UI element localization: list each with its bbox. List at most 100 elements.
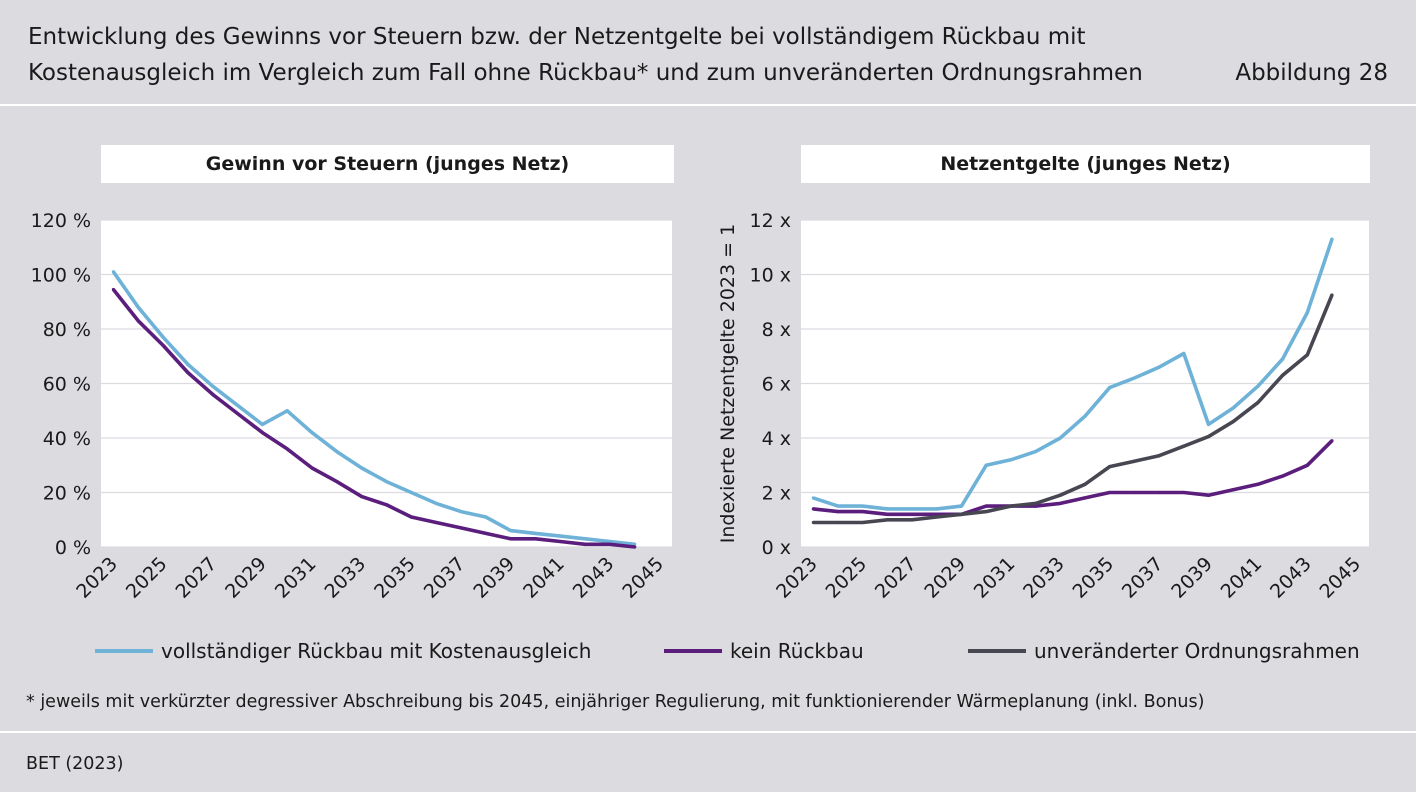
fee-data-point	[1280, 474, 1285, 478]
fee-data-point	[1083, 414, 1087, 418]
fee-data-point	[1231, 406, 1235, 410]
fee-data-point	[1305, 353, 1309, 357]
fee-data-point	[1280, 357, 1285, 361]
profit-data-point	[409, 490, 413, 495]
fee-x-tick-label: 2045	[1315, 553, 1365, 603]
profit-chart: 0 %20 %40 %60 %80 %100 %120 %2023 2025 202…	[31, 210, 672, 603]
profit-data-point	[310, 466, 314, 470]
profit-series-line-1	[111, 288, 635, 549]
fee-data-point	[1034, 450, 1038, 454]
profit-y-tick-label: 120 %	[31, 210, 91, 232]
legend-swatch-unchanged-framework	[968, 649, 1026, 653]
fee-data-point	[1256, 384, 1260, 388]
profit-data-point	[558, 534, 562, 538]
profit-data-point	[384, 480, 389, 484]
profit-data-point	[583, 537, 587, 541]
fee-x-tick-label: 2039	[1167, 553, 1217, 603]
fee-x-tick-label: 2029	[920, 553, 970, 603]
profit-data-point	[285, 409, 289, 413]
fee-y-tick-label: 8 x	[762, 319, 791, 341]
fee-data-point	[1330, 439, 1334, 443]
fee-x-tick-label: 2035	[1068, 553, 1118, 603]
fee-data-point	[1108, 490, 1112, 495]
fee-x-tick-label: 2041	[1217, 553, 1267, 603]
profit-data-point	[484, 531, 488, 535]
fee-data-point	[861, 520, 865, 525]
fee-data-point	[1182, 351, 1186, 356]
profit-data-point	[111, 287, 116, 292]
profit-data-point	[533, 531, 538, 535]
fee-y-tick-label: 4 x	[762, 428, 791, 450]
profit-y-tick-label: 20 %	[43, 483, 91, 505]
legend-item-unchanged-framework: unveränderter Ordnungsrahmen	[968, 636, 1360, 666]
profit-data-point	[434, 520, 438, 525]
fee-data-point	[984, 509, 988, 514]
legend-label-unchanged-framework: unveränderter Ordnungsrahmen	[1034, 639, 1360, 663]
profit-data-point	[335, 450, 339, 454]
fee-data-point	[1305, 311, 1309, 315]
fee-data-point	[1108, 385, 1112, 390]
fee-data-point	[1034, 504, 1038, 508]
legend-swatch-no-dismantling	[664, 649, 722, 653]
figure-label: Abbildung 28	[1235, 60, 1388, 86]
fee-data-point	[1058, 501, 1062, 505]
fee-data-point	[1009, 504, 1013, 508]
profit-data-point	[260, 430, 264, 435]
fee-y-tick-label: 12 x	[750, 210, 791, 232]
fee-data-point	[984, 504, 988, 508]
fee-data-point	[1132, 376, 1136, 380]
fee-x-tick-label: 2037	[1118, 553, 1168, 603]
profit-data-point	[608, 539, 612, 544]
fee-data-point	[1206, 493, 1211, 497]
fee-data-point	[959, 504, 964, 508]
fee-y-tick-label: 10 x	[750, 265, 791, 287]
fee-x-tick-label: 2043	[1266, 553, 1316, 603]
fee-y-tick-label: 6 x	[762, 374, 791, 396]
fee-data-point	[1058, 493, 1062, 497]
profit-series-line-0	[111, 270, 636, 547]
profit-data-point	[161, 343, 165, 347]
profit-data-point	[459, 509, 463, 514]
fee-data-point	[885, 512, 890, 516]
chart-title-line-2: Kostenausgleich im Vergleich zum Fall oh…	[28, 60, 1143, 86]
fee-series-line-1	[813, 439, 1334, 517]
fee-data-point	[836, 504, 840, 508]
fee-data-point	[1009, 458, 1013, 462]
right-panel-title: Netzentgelte (junges Netz)	[801, 145, 1370, 183]
legend-item-full-dismantling: vollständiger Rückbau mit Kostenausgleic…	[95, 636, 591, 666]
fee-x-tick-label: 2025	[822, 553, 872, 603]
fee-data-point	[811, 520, 815, 525]
profit-y-tick-label: 100 %	[31, 265, 91, 287]
profit-data-point	[136, 305, 140, 309]
legend-swatch-full-dismantling	[95, 649, 153, 653]
left-panel-title: Gewinn vor Steuern (junges Netz)	[101, 145, 674, 183]
fee-data-point	[959, 512, 964, 516]
legend-item-no-dismantling: kein Rückbau	[664, 636, 864, 666]
profit-data-point	[235, 411, 240, 416]
fee-data-point	[885, 507, 890, 511]
fee-data-point	[1108, 465, 1112, 469]
profit-data-point	[633, 545, 637, 549]
fee-data-point	[861, 509, 865, 514]
profit-data-point	[509, 529, 513, 533]
fee-data-point	[1132, 459, 1136, 463]
divider-bottom	[0, 731, 1416, 733]
profit-data-point	[285, 447, 289, 451]
fee-data-point	[1206, 435, 1211, 439]
fee-data-point	[935, 515, 939, 519]
profit-data-point	[459, 526, 463, 530]
profit-data-point	[633, 542, 637, 546]
fee-y-axis-title: Indexierte Netzentgelte 2023 = 1	[717, 224, 739, 543]
profit-data-point	[558, 539, 562, 544]
fee-data-point	[910, 518, 914, 522]
profit-data-point	[136, 319, 140, 323]
legend-label-full-dismantling: vollständiger Rückbau mit Kostenausgleic…	[161, 639, 592, 663]
source-label: BET (2023)	[26, 754, 124, 774]
profit-data-point	[434, 501, 438, 505]
fee-series-line-0	[812, 238, 1334, 511]
profit-data-point	[384, 503, 389, 507]
fee-data-point	[1157, 454, 1161, 458]
profit-data-point	[335, 480, 339, 484]
fee-data-point	[885, 518, 890, 522]
